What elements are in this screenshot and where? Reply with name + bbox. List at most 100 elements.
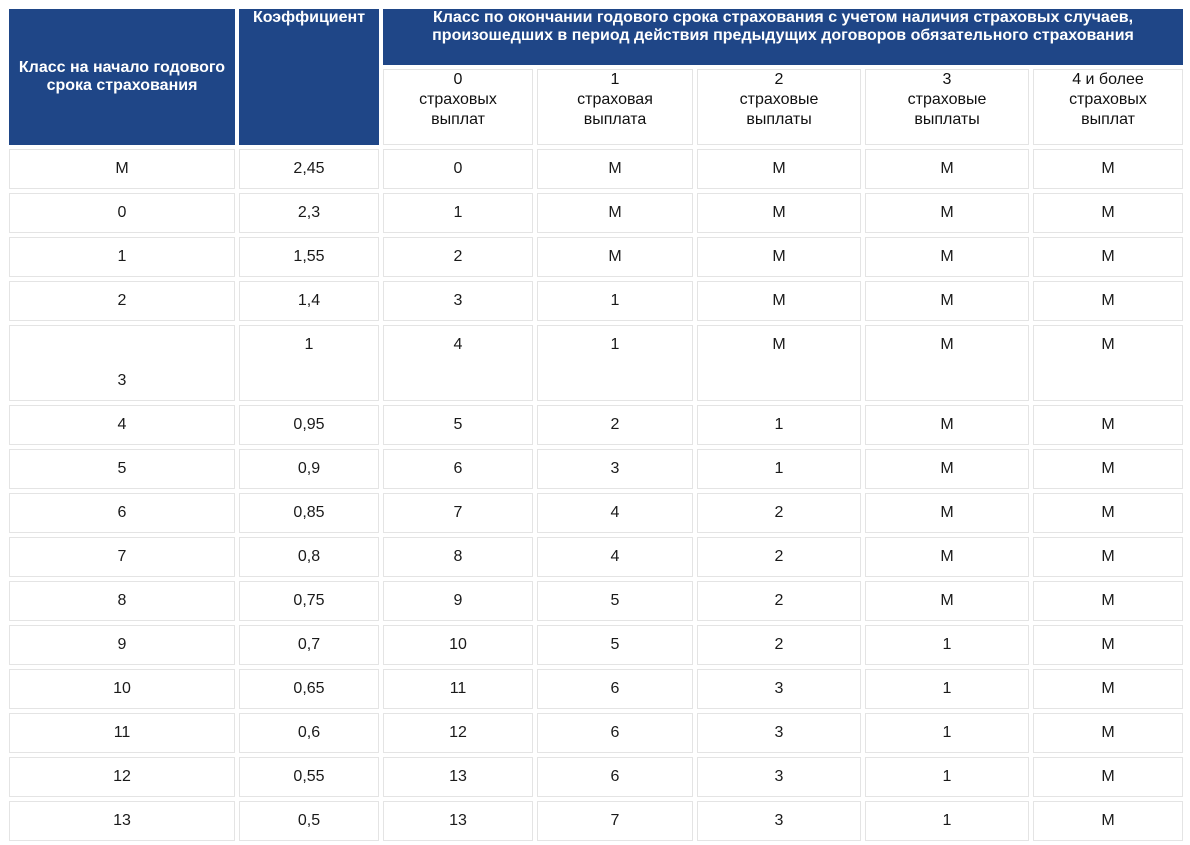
class-after-1-cell: 5 bbox=[537, 625, 693, 665]
class-after-4-plus-cell: М bbox=[1033, 405, 1183, 445]
coefficient-cell: 1,4 bbox=[239, 281, 379, 321]
class-after-0-cell: 0 bbox=[383, 149, 533, 189]
header-payouts-1-line: 1 bbox=[610, 71, 620, 88]
header-payouts-0-line: выплат bbox=[431, 111, 485, 128]
table-row: 9 0,7 10 5 2 1 М bbox=[9, 625, 1183, 665]
class-start-cell: 2 bbox=[9, 281, 235, 321]
class-after-4-plus-cell: М bbox=[1033, 237, 1183, 277]
header-payouts-0: 0 страховых выплат bbox=[383, 69, 533, 145]
class-after-0-cell: 4 bbox=[383, 325, 533, 401]
class-start-cell: 12 bbox=[9, 757, 235, 797]
class-start-cell: 7 bbox=[9, 537, 235, 577]
table-row: 5 0,9 6 3 1 М М bbox=[9, 449, 1183, 489]
header-class-end: Класс по окончании годового срока страхо… bbox=[383, 9, 1183, 65]
coefficient-cell: 0,7 bbox=[239, 625, 379, 665]
header-row-sub: 0 страховых выплат 1 страховая выплата 2 страхо… bbox=[9, 69, 1183, 145]
class-after-2-cell: 2 bbox=[697, 581, 861, 621]
class-start-cell: 9 bbox=[9, 625, 235, 665]
class-start-cell: 4 bbox=[9, 405, 235, 445]
class-after-3-cell: М bbox=[865, 149, 1029, 189]
class-after-0-cell: 8 bbox=[383, 537, 533, 577]
class-after-1-cell: М bbox=[537, 237, 693, 277]
class-after-3-cell: М bbox=[865, 581, 1029, 621]
table-header: Класс на начало годового срока страхован… bbox=[9, 9, 1183, 145]
class-after-3-cell: 1 bbox=[865, 669, 1029, 709]
header-payouts-4-plus-line: страховых bbox=[1069, 91, 1147, 108]
header-payouts-4-plus-line: выплат bbox=[1081, 111, 1135, 128]
class-after-1-cell: 4 bbox=[537, 537, 693, 577]
table-row: 6 0,85 7 4 2 М М bbox=[9, 493, 1183, 533]
class-after-0-cell: 12 bbox=[383, 713, 533, 753]
header-class-end-line1: Класс по окончании годового срока страхо… bbox=[432, 9, 1134, 26]
class-after-2-cell: 1 bbox=[697, 405, 861, 445]
class-after-1-cell: 1 bbox=[537, 325, 693, 401]
class-after-1-cell: М bbox=[537, 193, 693, 233]
coefficient-cell: 0,75 bbox=[239, 581, 379, 621]
class-after-4-plus-cell: М bbox=[1033, 625, 1183, 665]
class-after-2-cell: 2 bbox=[697, 537, 861, 577]
coefficient-cell: 0,5 bbox=[239, 801, 379, 841]
class-after-1-cell: 6 bbox=[537, 713, 693, 753]
table-row: 2 1,4 3 1 М М М bbox=[9, 281, 1183, 321]
class-after-0-cell: 9 bbox=[383, 581, 533, 621]
class-start-cell: 11 bbox=[9, 713, 235, 753]
class-after-3-cell: 1 bbox=[865, 713, 1029, 753]
class-after-2-cell: 2 bbox=[697, 493, 861, 533]
bonus-malus-table: Класс на начало годового срока страхован… bbox=[5, 5, 1187, 845]
class-after-3-cell: М bbox=[865, 281, 1029, 321]
class-after-0-cell: 3 bbox=[383, 281, 533, 321]
class-after-2-cell: М bbox=[697, 281, 861, 321]
class-after-1-cell: 1 bbox=[537, 281, 693, 321]
coefficient-cell: 0,85 bbox=[239, 493, 379, 533]
coefficient-cell: 0,9 bbox=[239, 449, 379, 489]
class-after-0-cell: 5 bbox=[383, 405, 533, 445]
class-after-0-cell: 2 bbox=[383, 237, 533, 277]
table-row: 10 0,65 11 6 3 1 М bbox=[9, 669, 1183, 709]
class-after-2-cell: 3 bbox=[697, 757, 861, 797]
class-after-0-cell: 13 bbox=[383, 757, 533, 797]
header-payouts-0-line: страховых bbox=[419, 91, 497, 108]
class-after-1-cell: 6 bbox=[537, 757, 693, 797]
class-after-1-cell: 2 bbox=[537, 405, 693, 445]
class-after-2-cell: М bbox=[697, 149, 861, 189]
class-after-3-cell: М bbox=[865, 449, 1029, 489]
class-start-cell: М bbox=[9, 149, 235, 189]
table-row: 7 0,8 8 4 2 М М bbox=[9, 537, 1183, 577]
class-after-4-plus-cell: М bbox=[1033, 193, 1183, 233]
class-after-2-cell: 2 bbox=[697, 625, 861, 665]
class-after-2-cell: 3 bbox=[697, 669, 861, 709]
header-class-end-line2: произошедших в период действия предыдущи… bbox=[432, 27, 1134, 44]
header-payouts-2-line: 2 bbox=[774, 71, 784, 88]
coefficient-cell: 0,65 bbox=[239, 669, 379, 709]
header-payouts-2-line: выплаты bbox=[746, 111, 812, 128]
coefficient-cell: 2,45 bbox=[239, 149, 379, 189]
class-after-4-plus-cell: М bbox=[1033, 149, 1183, 189]
class-after-4-plus-cell: М bbox=[1033, 669, 1183, 709]
class-after-0-cell: 7 bbox=[383, 493, 533, 533]
table-row: 8 0,75 9 5 2 М М bbox=[9, 581, 1183, 621]
class-after-2-cell: 1 bbox=[697, 449, 861, 489]
class-after-3-cell: 1 bbox=[865, 757, 1029, 797]
class-after-3-cell: М bbox=[865, 537, 1029, 577]
header-payouts-1-line: страховая bbox=[577, 91, 653, 108]
table-row: 11 0,6 12 6 3 1 М bbox=[9, 713, 1183, 753]
class-after-4-plus-cell: М bbox=[1033, 713, 1183, 753]
class-after-2-cell: М bbox=[697, 325, 861, 401]
class-after-4-plus-cell: М bbox=[1033, 325, 1183, 401]
class-after-3-cell: 1 bbox=[865, 801, 1029, 841]
class-start-cell: 1 bbox=[9, 237, 235, 277]
class-after-3-cell: М bbox=[865, 237, 1029, 277]
class-after-0-cell: 11 bbox=[383, 669, 533, 709]
table-row: М 2,45 0 М М М М bbox=[9, 149, 1183, 189]
class-after-0-cell: 13 bbox=[383, 801, 533, 841]
table-body: М 2,45 0 М М М М 0 2,3 1 М М М М 1 1,55 2 М М М М 2 1,4 3 1 М М М 3 1… bbox=[9, 149, 1183, 841]
coefficient-cell: 0,6 bbox=[239, 713, 379, 753]
class-after-2-cell: М bbox=[697, 237, 861, 277]
table-row: 12 0,55 13 6 3 1 М bbox=[9, 757, 1183, 797]
header-payouts-2-line: страховые bbox=[739, 91, 819, 108]
coefficient-cell: 0,55 bbox=[239, 757, 379, 797]
coefficient-cell: 0,95 bbox=[239, 405, 379, 445]
class-start-cell: 8 bbox=[9, 581, 235, 621]
header-payouts-0-line: 0 bbox=[453, 71, 463, 88]
